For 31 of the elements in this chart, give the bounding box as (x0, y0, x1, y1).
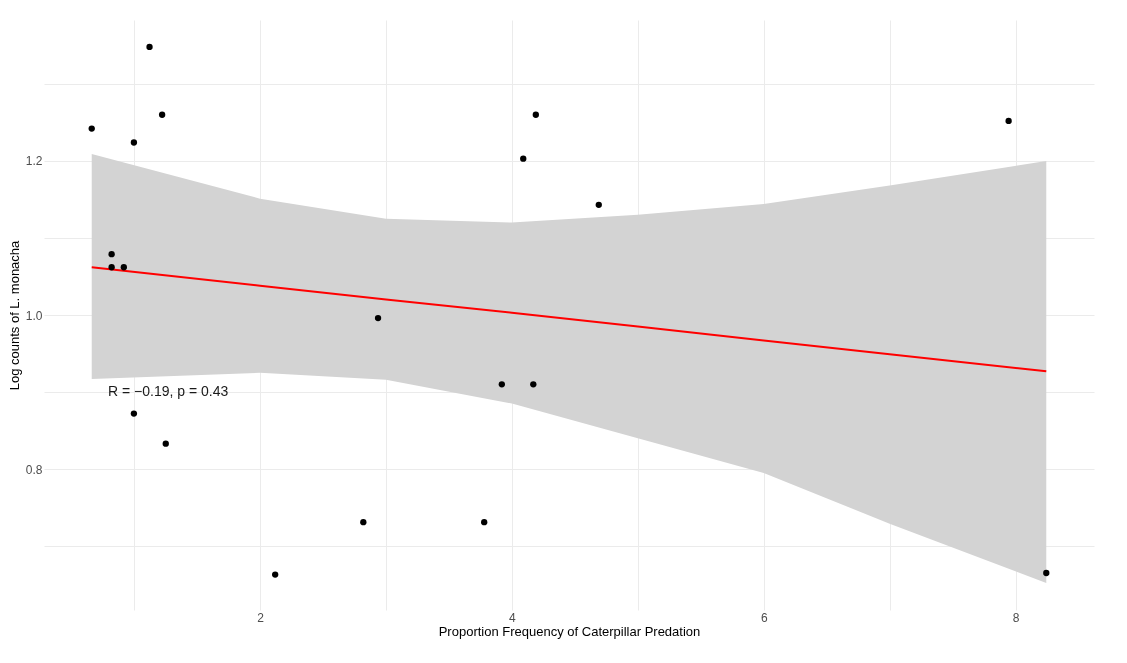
point (146, 43, 153, 51)
point (130, 410, 138, 417)
point (595, 201, 602, 209)
y-tick-label: 1.2 (25, 154, 43, 169)
point (162, 440, 169, 447)
x-axis-title: Proportion Frequency of Caterpillar Predation (438, 623, 701, 639)
point (120, 264, 127, 271)
point (360, 519, 367, 526)
point (130, 139, 138, 146)
point (374, 314, 382, 322)
point (108, 251, 115, 258)
point (481, 519, 488, 526)
x-tick-label: 4 (509, 610, 517, 625)
point (88, 125, 95, 132)
point (1043, 569, 1050, 577)
y-tick-label: 0.8 (25, 462, 43, 477)
point (498, 381, 505, 388)
x-tick-label: 8 (1012, 610, 1020, 625)
point (532, 111, 539, 118)
x-tick-label: 2 (257, 610, 265, 625)
point (272, 571, 279, 578)
point (530, 381, 537, 388)
point (108, 264, 115, 271)
x-tick-label: 6 (760, 610, 768, 625)
y-axis-title: Log counts of L. monacha (6, 239, 22, 391)
point (158, 111, 166, 118)
point (1005, 117, 1012, 125)
line-series (90, 266, 1048, 373)
annotation: R = −0.19, p = 0.43 (108, 383, 229, 399)
point (520, 155, 527, 162)
y-tick-label: 1.0 (25, 308, 43, 323)
